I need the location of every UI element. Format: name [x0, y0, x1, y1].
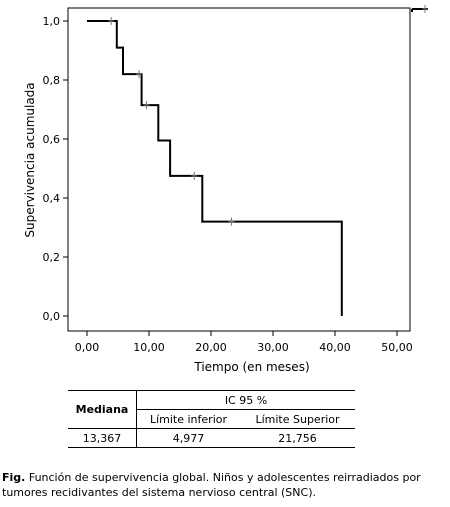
lower-limit-value: 4,977	[136, 428, 240, 448]
survival-step-line	[87, 20, 343, 316]
x-tick-label: 0,00	[75, 341, 100, 354]
x-tick-label: 10,00	[133, 341, 165, 354]
y-tick-label: 1,0	[43, 15, 61, 28]
median-header: Mediana	[68, 390, 137, 429]
y-tick-label: 0,2	[43, 251, 61, 264]
y-axis-label: Supervivencia acumulada	[23, 82, 37, 237]
survival-chart: 0,00 10,00 20,00 30,00 40,00 50,00 0,00,20,40…	[23, 5, 428, 374]
legend	[411, 5, 428, 13]
caption-text: Función de supervivencia global. Niños y…	[2, 471, 421, 499]
figure-caption: Fig. Función de supervivencia global. Ni…	[2, 470, 448, 500]
lower-limit-header: Límite inferior	[136, 409, 240, 429]
median-survival-table: Mediana IC 95 % Límite inferior Límite S…	[68, 390, 355, 448]
caption-label: Fig.	[2, 471, 26, 484]
upper-limit-value: 21,756	[240, 428, 355, 448]
x-tick-label: 30,00	[257, 341, 289, 354]
censor-marks-group	[108, 17, 235, 226]
x-tick-label: 20,00	[195, 341, 227, 354]
y-tick-label: 0,0	[43, 310, 61, 323]
survival-curve-group	[87, 20, 343, 316]
x-tick-label: 40,00	[319, 341, 351, 354]
x-tick-label: 50,00	[381, 341, 413, 354]
y-tick-label: 0,6	[43, 133, 61, 146]
y-axis-ticks: 0,0 0,2 0,4 0,6 0,8 1,0	[43, 15, 68, 323]
x-axis-label: Tiempo (en meses)	[193, 360, 309, 374]
y-tick-label: 0,8	[43, 74, 61, 87]
y-tick-label: 0,4	[43, 192, 61, 205]
plot-frame	[67, 7, 411, 332]
median-value: 13,367	[68, 428, 137, 448]
x-axis-ticks: 0,00 10,00 20,00 30,00 40,00 50,00	[75, 331, 413, 354]
ci-header: IC 95 %	[136, 390, 355, 410]
upper-limit-header: Límite Superior	[240, 409, 355, 429]
